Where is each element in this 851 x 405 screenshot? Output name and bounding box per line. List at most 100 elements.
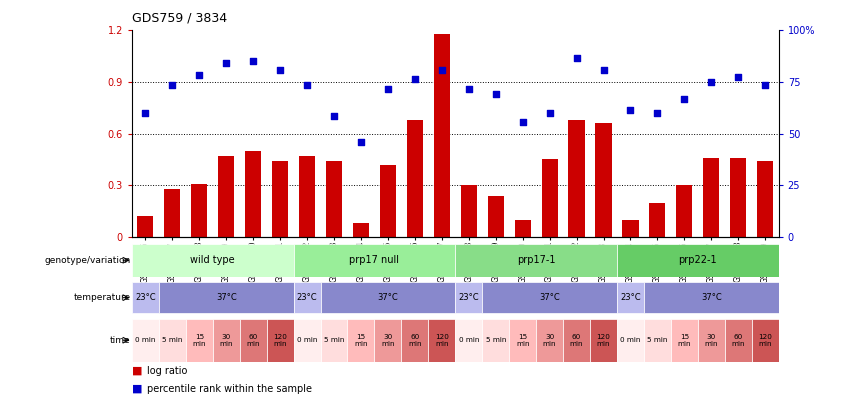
Point xyxy=(543,110,557,116)
Bar xyxy=(568,120,585,237)
Text: 0 min: 0 min xyxy=(297,337,317,343)
Bar xyxy=(272,161,288,237)
Text: prp17-1: prp17-1 xyxy=(517,255,556,265)
Bar xyxy=(326,161,342,237)
Bar xyxy=(703,158,719,237)
Text: 30
min: 30 min xyxy=(705,334,718,347)
Point xyxy=(300,82,314,89)
Bar xyxy=(434,34,450,237)
Point xyxy=(732,74,745,80)
Bar xyxy=(159,282,294,313)
Bar xyxy=(213,319,240,362)
Text: 120
min: 120 min xyxy=(758,334,772,347)
Text: 5 min: 5 min xyxy=(486,337,505,343)
Text: 15
min: 15 min xyxy=(516,334,529,347)
Bar xyxy=(266,319,294,362)
Text: 37°C: 37°C xyxy=(378,293,398,302)
Point xyxy=(516,118,529,125)
Point xyxy=(192,72,206,79)
Bar xyxy=(563,319,590,362)
Bar xyxy=(698,319,725,362)
Text: 0 min: 0 min xyxy=(620,337,641,343)
Point xyxy=(677,96,691,102)
Bar xyxy=(536,319,563,362)
Bar xyxy=(137,216,153,237)
Point xyxy=(624,107,637,113)
Text: percentile rank within the sample: percentile rank within the sample xyxy=(147,384,312,394)
Text: prp22-1: prp22-1 xyxy=(678,255,717,265)
Text: 120
min: 120 min xyxy=(435,334,448,347)
Point xyxy=(139,110,152,116)
Text: 23°C: 23°C xyxy=(459,293,479,302)
Bar xyxy=(299,156,315,237)
Bar xyxy=(321,282,455,313)
Bar xyxy=(191,183,208,237)
Bar xyxy=(488,196,504,237)
Bar xyxy=(460,185,477,237)
Text: 23°C: 23°C xyxy=(135,293,156,302)
Text: 15
min: 15 min xyxy=(354,334,368,347)
Point xyxy=(381,85,395,92)
Bar xyxy=(455,244,617,277)
Point xyxy=(758,82,772,89)
Text: 15
min: 15 min xyxy=(677,334,691,347)
Text: ■: ■ xyxy=(132,384,142,394)
Text: wild type: wild type xyxy=(191,255,235,265)
Text: 5 min: 5 min xyxy=(648,337,667,343)
Bar xyxy=(164,189,180,237)
Bar xyxy=(321,319,347,362)
Text: 15
min: 15 min xyxy=(192,334,206,347)
Point xyxy=(570,55,584,61)
Text: prp17 null: prp17 null xyxy=(350,255,399,265)
Bar xyxy=(541,160,557,237)
Bar xyxy=(483,282,617,313)
Text: 23°C: 23°C xyxy=(297,293,317,302)
Point xyxy=(650,110,664,116)
Point xyxy=(165,82,179,89)
Bar xyxy=(455,282,483,313)
Bar xyxy=(730,158,746,237)
Bar xyxy=(347,319,374,362)
Point xyxy=(705,79,718,85)
Point xyxy=(273,67,287,73)
Bar xyxy=(186,319,213,362)
Bar xyxy=(644,319,671,362)
Point xyxy=(488,91,502,97)
Text: genotype/variation: genotype/variation xyxy=(44,256,130,265)
Bar xyxy=(751,319,779,362)
Bar xyxy=(671,319,698,362)
Bar xyxy=(617,319,644,362)
Bar xyxy=(483,319,509,362)
Text: temperature: temperature xyxy=(73,293,130,302)
Point xyxy=(597,67,610,73)
Bar xyxy=(455,319,483,362)
Text: 0 min: 0 min xyxy=(135,337,156,343)
Bar xyxy=(617,244,779,277)
Text: 5 min: 5 min xyxy=(324,337,344,343)
Text: 30
min: 30 min xyxy=(220,334,233,347)
Point xyxy=(247,58,260,64)
Bar xyxy=(380,164,396,237)
Text: 120
min: 120 min xyxy=(597,334,610,347)
Text: 23°C: 23°C xyxy=(620,293,641,302)
Point xyxy=(354,139,368,145)
Text: 60
min: 60 min xyxy=(732,334,745,347)
Point xyxy=(408,75,422,82)
Bar xyxy=(240,319,266,362)
Bar xyxy=(294,244,455,277)
Text: 60
min: 60 min xyxy=(408,334,421,347)
Text: 37°C: 37°C xyxy=(216,293,237,302)
Bar xyxy=(509,319,536,362)
Bar xyxy=(402,319,428,362)
Text: 120
min: 120 min xyxy=(273,334,287,347)
Bar xyxy=(353,223,369,237)
Bar xyxy=(590,319,617,362)
Text: 5 min: 5 min xyxy=(163,337,182,343)
Bar xyxy=(596,123,612,237)
Text: time: time xyxy=(110,336,130,345)
Text: ■: ■ xyxy=(132,366,142,375)
Text: 30
min: 30 min xyxy=(543,334,557,347)
Bar xyxy=(132,282,159,313)
Bar xyxy=(294,282,321,313)
Bar xyxy=(757,161,774,237)
